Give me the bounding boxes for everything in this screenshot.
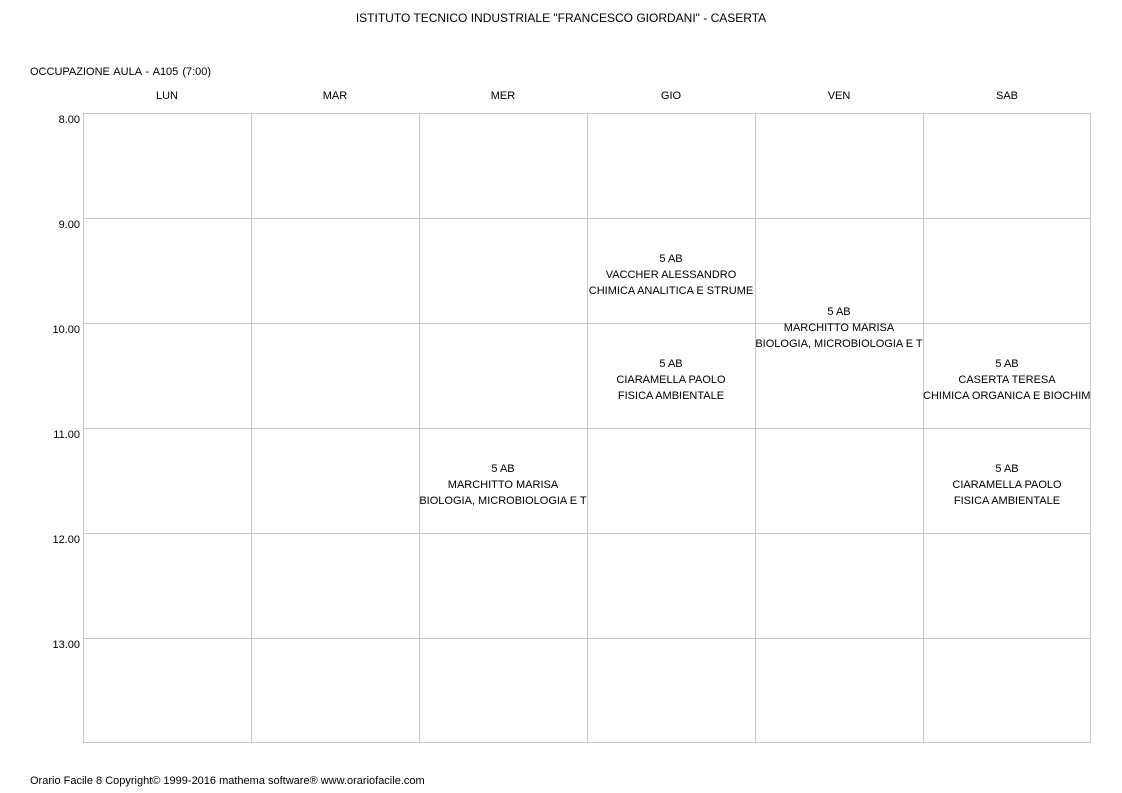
day-header-gio: GIO xyxy=(660,90,682,102)
footer-copyright: Orario Facile 8 Copyright© 1999-2016 mat… xyxy=(30,775,425,787)
lesson-teacher: VACCHER ALESSANDRO xyxy=(605,269,737,281)
lesson-class: 5 AB xyxy=(659,358,683,370)
lesson-teacher: CIARAMELLA PAOLO xyxy=(616,374,726,386)
grid-row-divider xyxy=(83,323,1091,324)
school-title: ISTITUTO TECNICO INDUSTRIALE "FRANCESCO … xyxy=(355,11,767,25)
lesson-teacher: CASERTA TERESA xyxy=(958,374,1056,386)
hour-label: 13.00 xyxy=(52,639,80,651)
hour-label: 8.00 xyxy=(58,114,80,126)
lesson-subject: BIOLOGIA, MICROBIOLOGIA E T xyxy=(755,337,923,350)
day-header-mar: MAR xyxy=(322,90,348,102)
lesson-class: 5 AB xyxy=(827,305,851,318)
hour-label: 9.00 xyxy=(58,219,80,231)
lesson-subject: CHIMICA ORGANICA E BIOCHIMI xyxy=(923,390,1091,402)
lesson-class: 5 AB xyxy=(659,253,683,265)
lesson-class: 5 AB xyxy=(995,463,1019,475)
lesson-teacher: MARCHITTO MARISA xyxy=(447,479,559,491)
lesson-teacher: MARCHITTO MARISA xyxy=(783,321,895,334)
lesson-subject: CHIMICA ANALITICA E STRUME xyxy=(588,285,754,297)
lesson-entry: 5 AB CIARAMELLA PAOLO FISICA AMBIENTALE xyxy=(587,356,755,404)
lesson-class: 5 AB xyxy=(995,358,1019,370)
lesson-entry: 5 AB MARCHITTO MARISA BIOLOGIA, MICROBIOLO… xyxy=(419,461,587,509)
hour-label: 10.00 xyxy=(52,324,80,336)
lesson-entry: 5 AB MARCHITTO MARISA BIOLOGIA, MICROBIOLO… xyxy=(755,304,923,352)
grid-row-divider xyxy=(83,428,1091,429)
lesson-subject: FISICA AMBIENTALE xyxy=(953,495,1061,507)
day-header-sab: SAB xyxy=(995,90,1018,102)
lesson-teacher: CIARAMELLA PAOLO xyxy=(952,479,1062,491)
grid-row-divider xyxy=(83,638,1091,639)
grid-row-divider xyxy=(83,533,1091,534)
day-header-mer: MER xyxy=(490,90,516,102)
lesson-subject: FISICA AMBIENTALE xyxy=(617,390,725,402)
room-occupancy-label: OCCUPAZIONE AULA - A105 (7:00) xyxy=(30,66,212,78)
grid-row-divider xyxy=(83,218,1091,219)
day-header-ven: VEN xyxy=(827,90,851,102)
lesson-entry: 5 AB VACCHER ALESSANDRO CHIMICA ANALITICA … xyxy=(587,251,755,299)
day-header-lun: LUN xyxy=(155,90,178,102)
hour-label: 12.00 xyxy=(52,534,80,546)
lesson-entry: 5 AB CASERTA TERESA CHIMICA ORGANICA E BIO… xyxy=(923,356,1091,404)
lesson-class: 5 AB xyxy=(491,463,515,475)
hour-label: 11.00 xyxy=(53,429,80,441)
lesson-entry: 5 AB CIARAMELLA PAOLO FISICA AMBIENTALE xyxy=(923,461,1091,509)
lesson-subject: BIOLOGIA, MICROBIOLOGIA E T xyxy=(419,495,587,507)
